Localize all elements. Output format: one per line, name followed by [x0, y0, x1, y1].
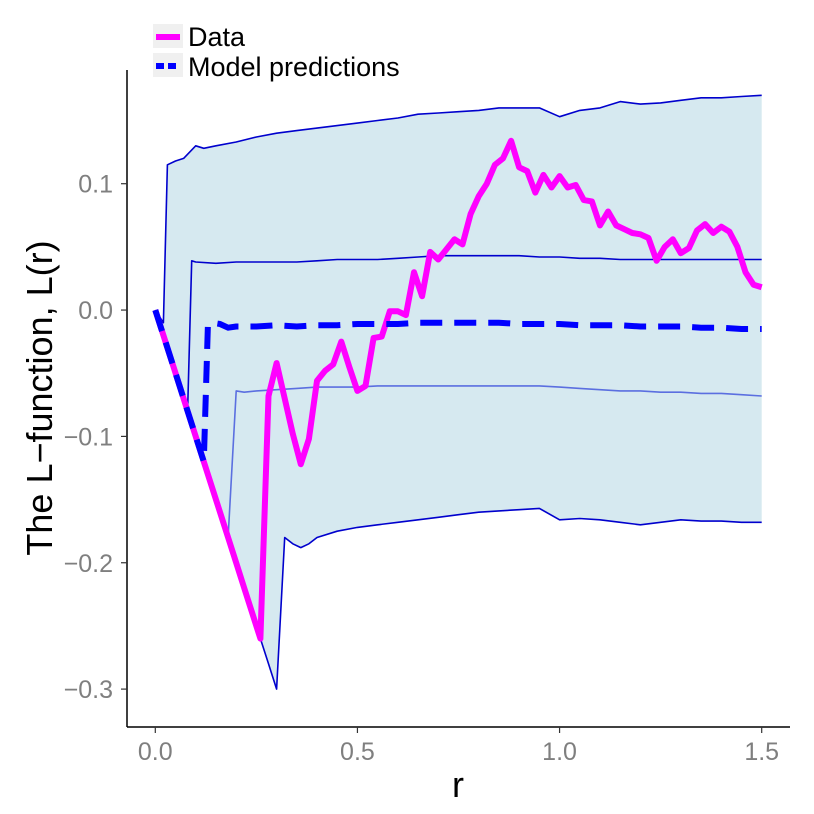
x-tick-label: 0.5	[340, 738, 375, 766]
envelope-fill	[155, 95, 762, 690]
x-axis-title: r	[452, 764, 464, 805]
outer-upper-bound-line	[154, 94, 762, 324]
axes	[126, 70, 790, 728]
inner-upper-bound-line	[154, 254, 762, 412]
y-tick-label: 0.0	[78, 297, 113, 325]
x-tick-label: 0.0	[138, 738, 173, 766]
y-tick-label: −0.1	[64, 423, 113, 451]
y-axis-title: The L−function, L(r)	[19, 240, 60, 555]
legend-label-model: Model predictions	[188, 52, 400, 82]
envelope-layer	[155, 95, 762, 690]
series-layer	[152, 94, 763, 690]
ticks: 0.0 0.5 1.0 1.5 0.1 0.0 −0.1 −0.2 −0.3	[64, 171, 779, 766]
y-tick-label: −0.2	[64, 550, 113, 578]
model-predictions-line	[152, 309, 762, 465]
x-tick-label: 1.5	[744, 738, 779, 766]
y-tick-label: −0.3	[64, 676, 113, 704]
y-tick-label: 0.1	[78, 171, 113, 199]
x-tick-label: 1.0	[542, 738, 577, 766]
legend: Data Model predictions	[153, 22, 400, 82]
legend-label-data: Data	[188, 22, 246, 52]
data-series-line	[152, 137, 763, 642]
